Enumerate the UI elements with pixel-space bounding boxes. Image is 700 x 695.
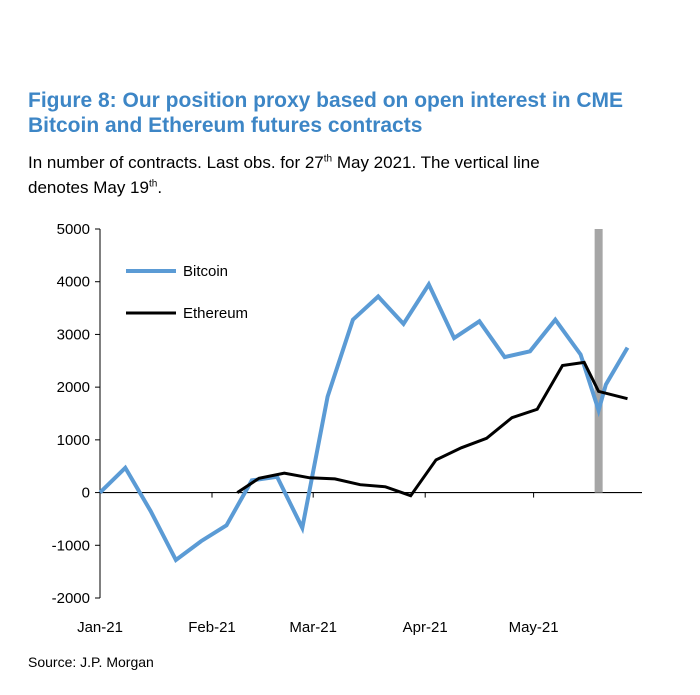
x-tick-label: Feb-21: [188, 619, 236, 636]
y-tick-label: -1000: [52, 537, 90, 554]
subtitle-part4: .: [157, 178, 163, 197]
x-tick-label: Mar-21: [289, 619, 337, 636]
subtitle-part3: denotes May 19: [28, 178, 149, 197]
y-tick-label: -2000: [52, 590, 90, 607]
vertical-marker-line: [594, 229, 603, 493]
y-tick-label: 1000: [57, 432, 90, 449]
y-tick-label: 5000: [57, 221, 90, 238]
series-line-ethereum: [236, 360, 628, 498]
y-tick-label: 3000: [57, 326, 90, 343]
chart-subtitle: In number of contracts. Last obs. for 27…: [28, 150, 678, 200]
subtitle-sup2: th: [148, 178, 158, 190]
x-tick-label: Apr-21: [403, 619, 448, 636]
subtitle-sup1: th: [323, 153, 333, 165]
y-tick-label: 2000: [57, 379, 90, 396]
chart-title-line1: Figure 8: Our position proxy based on op…: [28, 89, 624, 112]
series-line-bitcoin: [98, 280, 630, 564]
x-tick-label: May-21: [509, 619, 559, 636]
x-tick-label: Jan-21: [77, 619, 123, 636]
chart-title: Figure 8: Our position proxy based on op…: [28, 88, 678, 138]
subtitle-part1: In number of contracts. Last obs. for 27: [28, 153, 324, 172]
y-tick-label: 4000: [57, 274, 90, 291]
legend-label-ethereum: Ethereum: [183, 305, 248, 322]
legend-label-bitcoin: Bitcoin: [183, 263, 228, 280]
y-tick-label: 0: [82, 485, 90, 502]
chart-title-line2: Bitcoin and Ethereum futures contracts: [28, 114, 423, 137]
source-note: Source: J.P. Morgan: [28, 654, 154, 670]
subtitle-part2: May 2021. The vertical line: [332, 153, 540, 172]
